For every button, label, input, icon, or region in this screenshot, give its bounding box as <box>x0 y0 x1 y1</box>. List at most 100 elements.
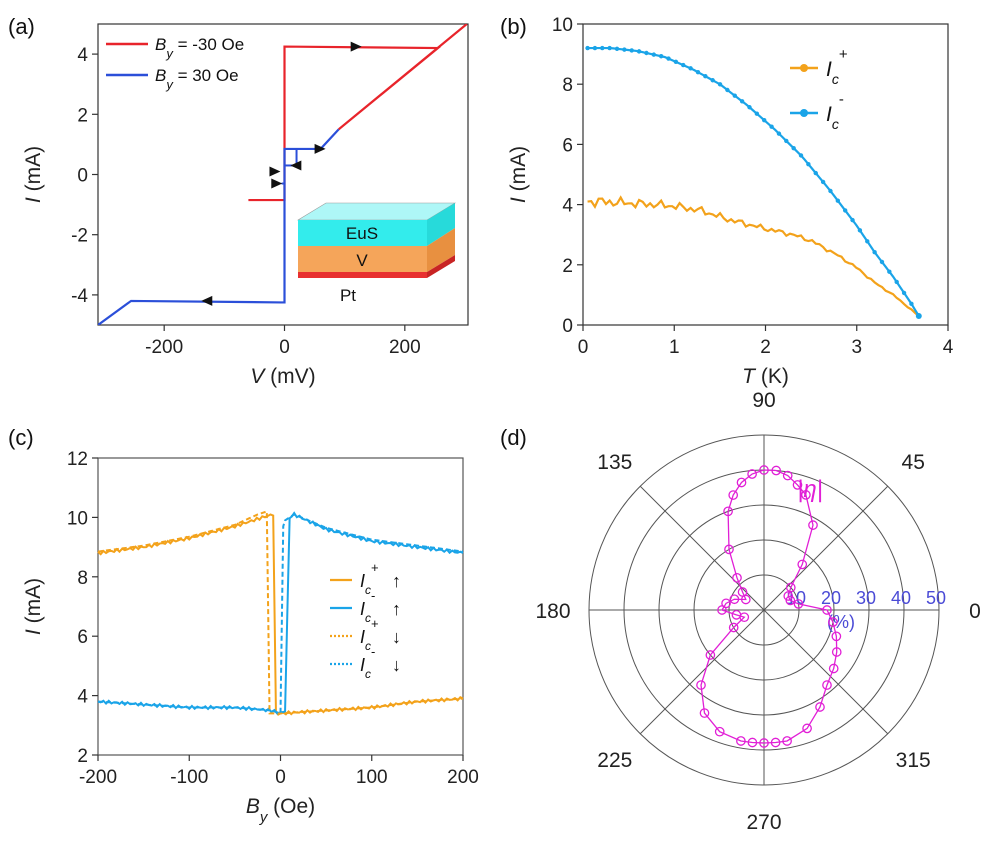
series-line-0 <box>587 195 920 317</box>
data-point <box>747 105 752 110</box>
data-point <box>681 62 686 68</box>
x-tick-label: 200 <box>389 337 421 358</box>
polar-angle-label: 315 <box>896 749 931 772</box>
data-point <box>607 45 612 51</box>
x-tick-label: 100 <box>356 767 388 788</box>
x-tick-label: 1 <box>669 337 680 358</box>
legend-marker <box>800 64 808 72</box>
data-point <box>658 54 664 59</box>
polar-data-point <box>728 490 739 500</box>
y-tick-label: 8 <box>562 75 573 96</box>
polar-data-point <box>782 470 793 481</box>
polar-data-point <box>770 737 781 748</box>
legend-label: By = 30 Oe <box>155 66 239 92</box>
polar-data-point <box>699 708 710 718</box>
direction-arrow <box>271 178 283 189</box>
panel-label-c: (c) <box>8 425 34 450</box>
polar-data-point <box>732 572 742 583</box>
series-line-2 <box>97 510 464 715</box>
data-point <box>820 179 826 185</box>
legend-arrow: ↑ <box>392 571 401 591</box>
legend-label: Ic- <box>360 588 375 625</box>
polar-spoke <box>639 485 765 611</box>
x-tick-label: 0 <box>578 337 589 358</box>
data-point <box>857 228 863 233</box>
eus-front-face <box>298 220 427 246</box>
y-tick-label: -4 <box>71 286 88 307</box>
polar-data-point <box>782 736 792 746</box>
y-tick-label: 10 <box>67 508 88 529</box>
x-tick-label: -200 <box>79 767 117 788</box>
data-point <box>842 208 848 213</box>
y-tick-label: 6 <box>77 627 88 648</box>
polar-data-point <box>696 680 706 690</box>
polar-data-point <box>808 520 818 530</box>
series-line-0 <box>248 24 468 202</box>
panel-c-chart: -200 -100 0 100 200 2 4 6 8 10 12 By (Oe) I (mA) Ic+ ↑… <box>22 449 479 826</box>
polar-data-point <box>793 599 804 609</box>
polar-unit-label: (%) <box>827 612 855 632</box>
polar-data-point <box>785 595 796 606</box>
panel-a-chart: -200 0 200 -4 -2 0 2 4 V (mV) I (mA) By = -30 Oe By… <box>22 23 469 388</box>
polar-data-point <box>831 631 842 642</box>
polar-data-point <box>723 506 733 517</box>
y-tick-label: 4 <box>77 45 88 66</box>
data-point <box>614 46 620 52</box>
legend-arrow: ↓ <box>392 627 401 647</box>
data-point <box>673 59 679 65</box>
x-axis-label: V (mV) <box>250 365 315 388</box>
data-point <box>784 138 789 144</box>
polar-radius-label: 30 <box>856 588 876 608</box>
polar-data-point <box>739 612 750 623</box>
x-tick-label: 0 <box>279 337 290 358</box>
panel-label-b: (b) <box>500 14 527 39</box>
inset-layer-label: Pt <box>340 286 356 305</box>
data-point <box>585 45 590 51</box>
data-point <box>600 45 605 51</box>
polar-data-point <box>783 591 794 601</box>
data-point <box>872 250 877 255</box>
data-point <box>813 170 818 176</box>
y-tick-label: 2 <box>77 105 88 126</box>
inset-layer-label: EuS <box>346 224 378 243</box>
polar-data-point <box>736 736 746 746</box>
polar-data-point <box>729 594 740 605</box>
polar-data-point <box>771 465 782 476</box>
data-point <box>717 82 723 87</box>
polar-data-point <box>736 477 747 488</box>
polar-data-point <box>747 469 757 479</box>
polar-radius-label: 50 <box>926 588 946 608</box>
polar-data-point <box>705 650 716 660</box>
polar-angle-label: 90 <box>752 389 775 412</box>
polar-data-point <box>828 663 839 674</box>
v-side-face <box>427 228 455 272</box>
data-point <box>651 52 657 57</box>
y-tick-label: 0 <box>77 166 88 187</box>
data-point <box>666 56 671 61</box>
x-tick-label: -200 <box>145 337 183 358</box>
eus-side-face <box>427 203 455 246</box>
legend-arrow: ↓ <box>392 655 401 675</box>
polar-data-point <box>747 737 758 748</box>
polar-data-point <box>801 490 811 500</box>
polar-data-point <box>822 605 832 615</box>
polar-spoke <box>763 609 889 735</box>
data-point <box>835 198 841 203</box>
data-point <box>769 124 774 129</box>
direction-arrow <box>350 41 362 52</box>
direction-arrow <box>269 166 281 177</box>
polar-data-point <box>797 559 808 570</box>
x-tick-label: -100 <box>170 767 208 788</box>
legend-label: By = -30 Oe <box>155 35 244 61</box>
legend-marker <box>800 109 808 117</box>
series-line-1 <box>97 511 464 716</box>
y-axis-label: I (mA) <box>22 146 45 203</box>
x-axis-label: By (Oe) <box>246 795 315 826</box>
x-tick-label: 200 <box>447 767 479 788</box>
legend-label: Ic+ <box>826 46 848 87</box>
data-point <box>710 78 715 83</box>
data-point <box>592 45 598 51</box>
data-point <box>828 188 833 194</box>
y-tick-label: 10 <box>552 15 573 36</box>
